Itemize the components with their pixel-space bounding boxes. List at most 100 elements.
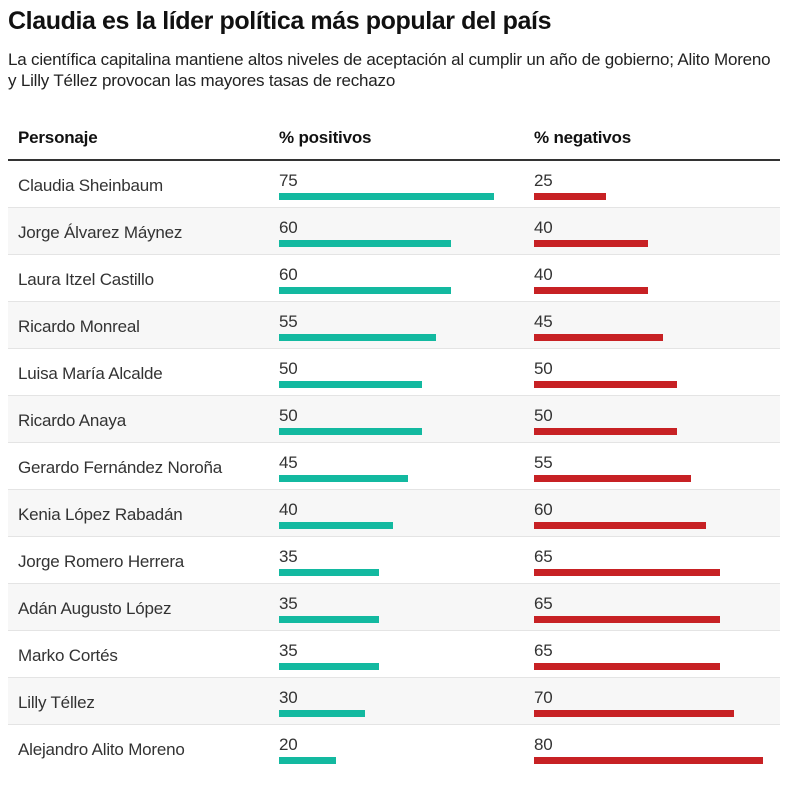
positive-bar xyxy=(279,381,422,388)
negative-bar xyxy=(534,381,677,388)
positive-value-label: 40 xyxy=(279,500,298,519)
table-row: Jorge Romero Herrera 35 65 xyxy=(8,537,780,584)
negative-value-label: 50 xyxy=(534,359,553,378)
negative-cell: 65 xyxy=(534,631,780,678)
table-row: Alejandro Alito Moreno 20 80 xyxy=(8,725,780,772)
positive-bar xyxy=(279,522,393,529)
column-header-positivos: % positivos xyxy=(279,128,372,147)
negative-bar xyxy=(534,663,720,670)
personaje-name: Gerardo Fernández Noroña xyxy=(18,458,223,477)
personaje-name: Kenia López Rabadán xyxy=(18,505,183,524)
column-header-negativos: % negativos xyxy=(534,128,631,147)
negative-value-label: 70 xyxy=(534,688,553,707)
positive-bar xyxy=(279,663,379,670)
negative-bar xyxy=(534,710,734,717)
personaje-name: Ricardo Monreal xyxy=(18,317,140,336)
positive-value-label: 30 xyxy=(279,688,298,707)
personaje-name: Luisa María Alcalde xyxy=(18,364,163,383)
personaje-name: Jorge Romero Herrera xyxy=(18,552,185,571)
negative-bar xyxy=(534,334,663,341)
negative-value-label: 65 xyxy=(534,594,553,613)
negative-cell: 70 xyxy=(534,678,780,725)
positive-value-label: 50 xyxy=(279,359,298,378)
table-row: Lilly Téllez 30 70 xyxy=(8,678,780,725)
personaje-name: Jorge Álvarez Máynez xyxy=(18,223,183,242)
positive-bar xyxy=(279,757,336,764)
positive-bar xyxy=(279,428,422,435)
positive-cell: 20 xyxy=(279,725,529,772)
positive-cell: 30 xyxy=(279,678,529,725)
negative-bar xyxy=(534,428,677,435)
positive-cell: 45 xyxy=(279,443,529,490)
positive-cell: 60 xyxy=(279,255,529,302)
positive-bar xyxy=(279,569,379,576)
negative-bar xyxy=(534,240,648,247)
negative-value-label: 80 xyxy=(534,735,553,754)
positive-bar xyxy=(279,475,408,482)
positive-bar xyxy=(279,240,451,247)
negative-bar xyxy=(534,757,763,764)
chart-subtitle: La científica capitalina mantiene altos … xyxy=(8,50,771,90)
table-row: Adán Augusto López 35 65 xyxy=(8,584,780,631)
positive-cell: 55 xyxy=(279,302,529,349)
table-row: Luisa María Alcalde 50 50 xyxy=(8,349,780,396)
personaje-name: Adán Augusto López xyxy=(18,599,172,618)
personaje-name: Marko Cortés xyxy=(18,646,118,665)
chart-title: Claudia es la líder política más popular… xyxy=(8,7,552,35)
positive-value-label: 50 xyxy=(279,406,298,425)
positive-cell: 60 xyxy=(279,208,529,255)
negative-cell: 65 xyxy=(534,584,780,631)
table-row: Gerardo Fernández Noroña 45 55 xyxy=(8,443,780,490)
positive-value-label: 60 xyxy=(279,265,298,284)
table-row: Ricardo Monreal 55 45 xyxy=(8,302,780,349)
negative-cell: 80 xyxy=(534,725,780,772)
personaje-name: Laura Itzel Castillo xyxy=(18,270,154,289)
negative-bar xyxy=(534,569,720,576)
positive-bar xyxy=(279,334,436,341)
positive-cell: 50 xyxy=(279,349,529,396)
negative-value-label: 60 xyxy=(534,500,553,519)
negative-cell: 55 xyxy=(534,443,780,490)
positive-bar xyxy=(279,287,451,294)
positive-value-label: 35 xyxy=(279,594,298,613)
negative-bar xyxy=(534,193,606,200)
negative-value-label: 40 xyxy=(534,218,553,237)
positive-value-label: 35 xyxy=(279,547,298,566)
personaje-name: Ricardo Anaya xyxy=(18,411,126,430)
negative-value-label: 40 xyxy=(534,265,553,284)
negative-value-label: 50 xyxy=(534,406,553,425)
negative-bar xyxy=(534,287,648,294)
positive-value-label: 75 xyxy=(279,171,298,190)
negative-bar xyxy=(534,475,691,482)
positive-bar xyxy=(279,193,494,200)
column-header-personaje: Personaje xyxy=(18,128,98,147)
table-row: Claudia Sheinbaum 75 25 xyxy=(8,161,780,208)
negative-cell: 25 xyxy=(534,161,780,208)
negative-bar xyxy=(534,616,720,623)
personaje-name: Lilly Téllez xyxy=(18,693,95,712)
negative-value-label: 65 xyxy=(534,641,553,660)
negative-cell: 50 xyxy=(534,396,780,443)
positive-bar xyxy=(279,616,379,623)
negative-value-label: 25 xyxy=(534,171,553,190)
positive-cell: 75 xyxy=(279,161,529,208)
negative-value-label: 45 xyxy=(534,312,553,331)
negative-cell: 40 xyxy=(534,255,780,302)
negative-bar xyxy=(534,522,706,529)
positive-cell: 50 xyxy=(279,396,529,443)
negative-cell: 60 xyxy=(534,490,780,537)
table-header: Personaje % positivos % negativos xyxy=(8,118,780,161)
data-table: Personaje % positivos % negativos Claudi… xyxy=(8,118,780,772)
table-row: Jorge Álvarez Máynez 60 40 xyxy=(8,208,780,255)
negative-cell: 45 xyxy=(534,302,780,349)
negative-value-label: 65 xyxy=(534,547,553,566)
table-row: Kenia López Rabadán 40 60 xyxy=(8,490,780,537)
positive-value-label: 60 xyxy=(279,218,298,237)
positive-cell: 35 xyxy=(279,537,529,584)
negative-cell: 65 xyxy=(534,537,780,584)
negative-value-label: 55 xyxy=(534,453,553,472)
table-row: Laura Itzel Castillo 60 40 xyxy=(8,255,780,302)
table-row: Marko Cortés 35 65 xyxy=(8,631,780,678)
positive-bar xyxy=(279,710,365,717)
positive-value-label: 35 xyxy=(279,641,298,660)
